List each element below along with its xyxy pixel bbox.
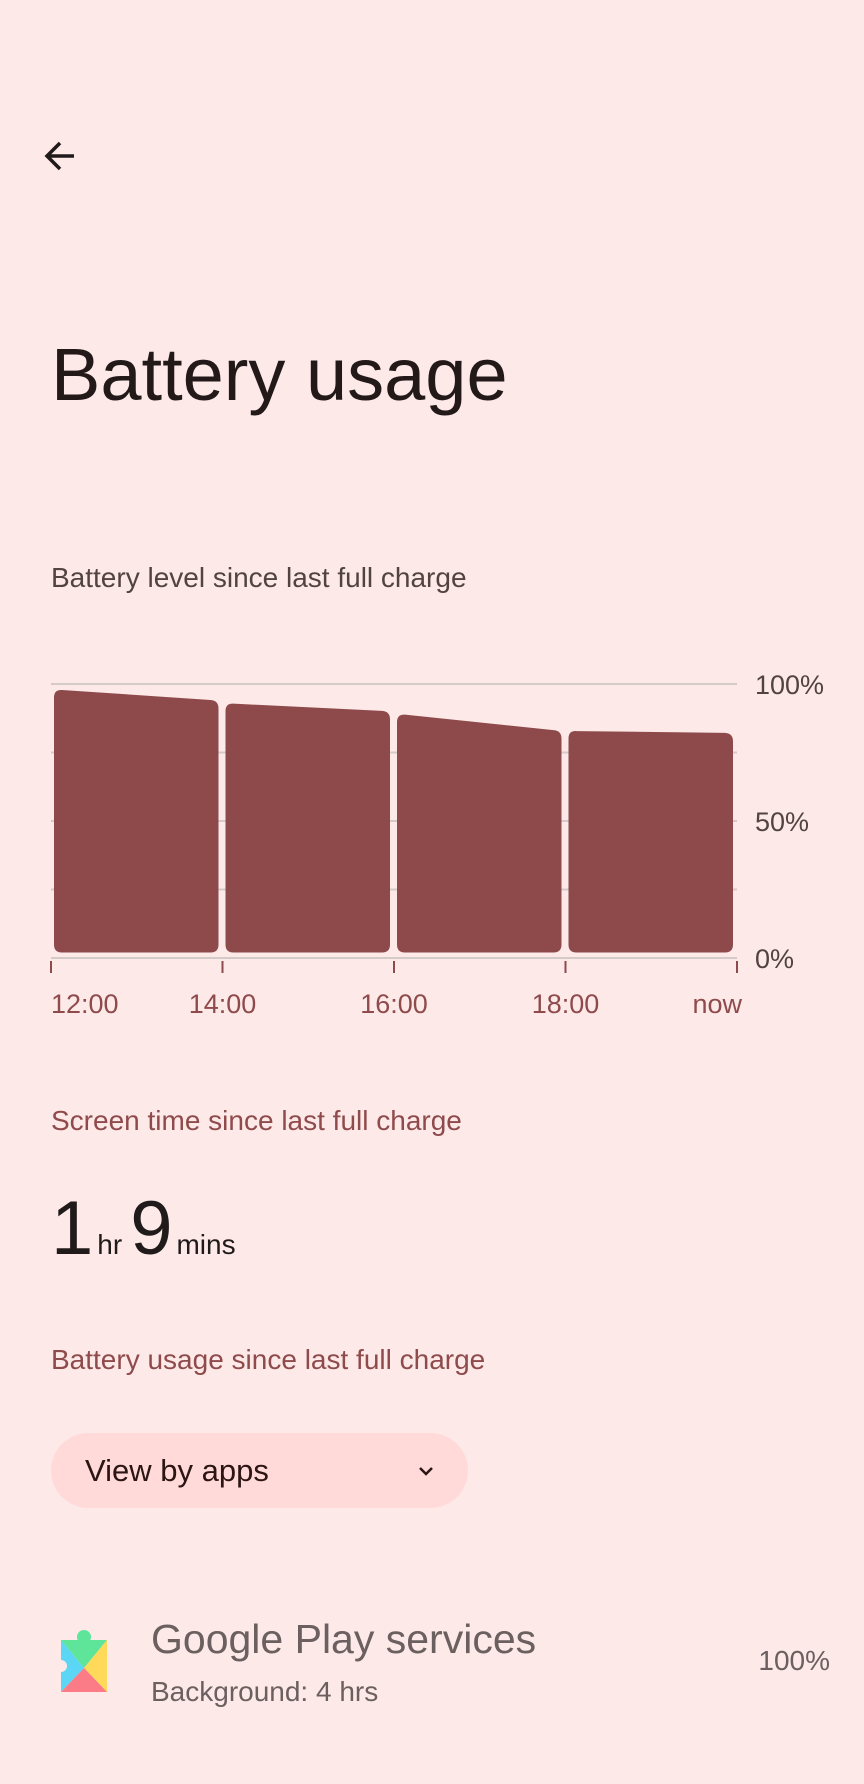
app-percent: 100% [758,1645,830,1676]
screen-time-value: 1 hr 9 mins [51,1185,244,1272]
app-name: Google Play services [151,1616,537,1662]
battery-bar [397,714,562,953]
battery-level-chart: 12:00 14:00 16:00 18:00 now 100% 50% 0% [50,670,824,1019]
chart-subtitle: Battery level since last full charge [51,562,467,593]
y-tick-label: 0% [755,944,794,974]
battery-bar [225,703,390,953]
google-play-services-icon [59,1630,107,1692]
screen-time-heading: Screen time since last full charge [51,1105,462,1136]
back-button[interactable] [36,132,84,180]
hours-unit: hr [97,1229,123,1260]
hours-value: 1 [51,1186,94,1271]
y-tick-label: 50% [755,807,809,837]
battery-bar [54,689,219,953]
x-tick-label: 14:00 [189,989,257,1019]
minutes-value: 9 [130,1186,173,1271]
chevron-down-icon [419,1466,433,1476]
x-tick-label: 18:00 [532,989,600,1019]
arrow-left-icon [44,141,74,171]
minutes-unit: mins [176,1229,236,1260]
dropdown-label: View by apps [85,1452,269,1488]
page-title: Battery usage [51,333,508,416]
app-detail: Background: 4 hrs [151,1676,379,1707]
x-tick-label: 12:00 [51,989,119,1019]
y-tick-label: 100% [755,670,824,700]
battery-usage-heading: Battery usage since last full charge [51,1344,486,1375]
view-by-dropdown[interactable]: View by apps [51,1433,468,1508]
battery-bar [568,731,733,953]
x-tick-label: now [692,989,742,1019]
x-tick-label: 16:00 [360,989,428,1019]
